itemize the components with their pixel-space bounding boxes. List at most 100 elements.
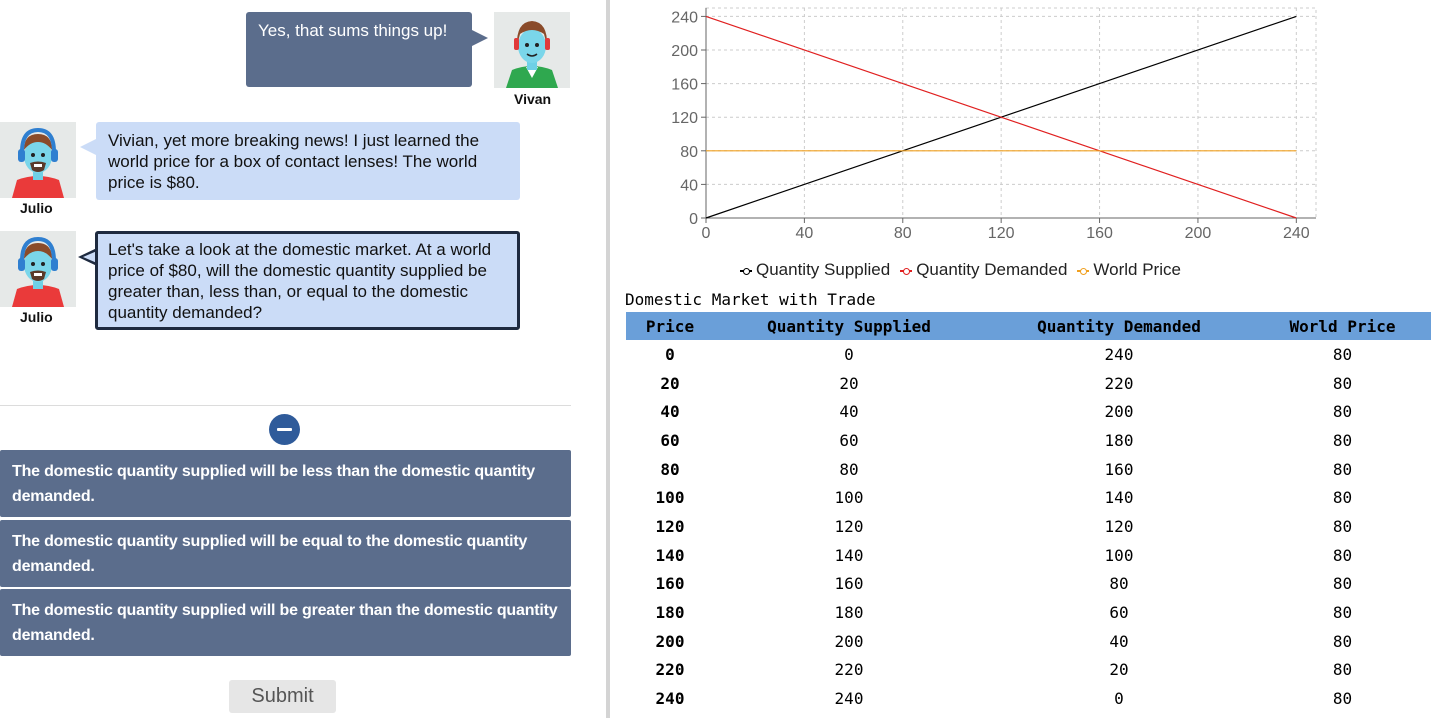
y-tick-label: 240 [671, 9, 698, 26]
table-cell: 160 [834, 574, 864, 594]
collapse-button[interactable] [269, 414, 300, 445]
divider [0, 405, 571, 406]
x-tick-label: 120 [988, 225, 1015, 242]
x-tick-label: 80 [894, 225, 912, 242]
option-text: The domestic quantity supplied will be e… [12, 533, 528, 575]
table-cell: 20 [1109, 660, 1129, 680]
column-header: Price [626, 312, 714, 340]
table-cell: 140 [655, 545, 685, 565]
y-tick-label: 120 [671, 110, 698, 127]
table-cell: 120 [655, 516, 685, 536]
legend-item-quantity-supplied[interactable]: Quantity Supplied [740, 260, 890, 280]
table-cell: 80 [839, 459, 859, 479]
table-cell: 20 [839, 373, 859, 393]
table-cell: 180 [834, 603, 864, 623]
avatar-name: Julio [20, 309, 53, 325]
table-cell: 120 [834, 516, 864, 536]
julio-avatar [0, 231, 76, 307]
table-cell: 80 [1332, 631, 1353, 651]
table-cell: 240 [655, 689, 685, 709]
table-cell: 20 [660, 373, 680, 393]
table-row: 160 160 80 80 [626, 570, 1431, 599]
table-cell: 160 [1104, 459, 1134, 479]
table-cell: 100 [1104, 545, 1134, 565]
chat-message-vivan: Yes, that sums things up! [246, 12, 472, 87]
table-cell: 80 [660, 459, 680, 479]
legend-item-quantity-demanded[interactable]: Quantity Demanded [900, 260, 1067, 280]
x-tick-label: 240 [1283, 225, 1310, 242]
table-row: 80 80 160 80 [626, 455, 1431, 484]
table-cell: 100 [834, 488, 864, 508]
column-header: World Price [1254, 312, 1431, 340]
x-tick-label: 40 [795, 225, 813, 242]
table-cell: 80 [1332, 373, 1353, 393]
legend-label: Quantity Supplied [756, 260, 891, 279]
table-cell: 140 [834, 545, 864, 565]
y-tick-label: 40 [680, 177, 698, 194]
chat-message-julio-current: Let's take a look at the domestic market… [95, 231, 520, 330]
chat-panel: Yes, that sums things up! Vivan [0, 0, 606, 718]
table-cell: 60 [1109, 603, 1129, 623]
table-row: 140 140 100 80 [626, 541, 1431, 570]
quantity-demanded-line [705, 15, 1297, 219]
vivan-avatar [494, 12, 570, 88]
submit-button[interactable]: Submit [229, 680, 336, 713]
legend-marker-icon [1077, 267, 1090, 275]
option-text: The domestic quantity supplied will be g… [12, 602, 558, 644]
table-cell: 0 [844, 344, 854, 364]
table-cell: 80 [1332, 660, 1353, 680]
table-cell: 100 [655, 488, 685, 508]
table-cell: 240 [834, 689, 864, 709]
table-cell: 200 [655, 631, 685, 651]
table-title: Domestic Market with Trade [625, 290, 876, 309]
table-cell: 200 [834, 631, 864, 651]
x-tick-label: 200 [1185, 225, 1212, 242]
panel-divider [606, 0, 610, 718]
table-cell: 80 [1332, 545, 1353, 565]
legend-label: Quantity Demanded [916, 260, 1068, 279]
table-cell: 40 [839, 402, 859, 422]
table-cell: 60 [660, 430, 680, 450]
table-cell: 220 [834, 660, 864, 680]
answer-option-greater-than[interactable]: The domestic quantity supplied will be g… [0, 589, 571, 656]
table-row: 60 60 180 80 [626, 426, 1431, 455]
answer-option-equal-to[interactable]: The domestic quantity supplied will be e… [0, 520, 571, 587]
y-tick-label: 160 [671, 77, 698, 94]
table-cell: 0 [1114, 689, 1124, 709]
table-cell: 80 [1332, 402, 1353, 422]
table-cell: 80 [1332, 488, 1353, 508]
legend-item-world-price[interactable]: World Price [1077, 260, 1181, 280]
table-cell: 80 [1332, 430, 1353, 450]
data-table: Price Quantity Supplied Quantity Demanded W… [626, 312, 1431, 713]
table-cell: 180 [1104, 430, 1134, 450]
bubble-tail [83, 251, 97, 263]
table-row: 20 20 220 80 [626, 369, 1431, 398]
table-cell: 220 [655, 660, 685, 680]
data-panel: 0 40 80 120 160 200 240 0 40 80 120 160 200 240 Quant… [610, 0, 1441, 718]
table-row: 0 0 240 80 [626, 340, 1431, 369]
column-header: Quantity Demanded [984, 312, 1254, 340]
table-row: 220 220 20 80 [626, 656, 1431, 685]
column-header: Quantity Supplied [714, 312, 984, 340]
table-cell: 80 [1332, 344, 1353, 364]
table-row: 180 180 60 80 [626, 598, 1431, 627]
table-row: 40 40 200 80 [626, 397, 1431, 426]
table-cell: 80 [1109, 574, 1129, 594]
bubble-tail [80, 139, 96, 155]
y-tick-label: 0 [689, 211, 698, 228]
legend-marker-icon [740, 267, 752, 275]
supply-demand-chart: 0 40 80 120 160 200 240 0 40 80 120 160 200 240 [671, 7, 1317, 242]
table-cell: 80 [1332, 574, 1353, 594]
legend-label: World Price [1093, 260, 1181, 279]
table-cell: 40 [1109, 631, 1129, 651]
bubble-tail [472, 30, 488, 46]
table-cell: 80 [1332, 516, 1353, 536]
chat-message-text: Vivian, yet more breaking news! I just l… [108, 131, 480, 192]
table-row: 200 200 40 80 [626, 627, 1431, 656]
legend-marker-icon [900, 267, 913, 275]
answer-option-less-than[interactable]: The domestic quantity supplied will be l… [0, 450, 571, 517]
option-text: The domestic quantity supplied will be l… [12, 463, 535, 505]
y-tick-label: 200 [671, 43, 698, 60]
table-cell: 240 [1104, 344, 1134, 364]
julio-avatar [0, 122, 76, 198]
